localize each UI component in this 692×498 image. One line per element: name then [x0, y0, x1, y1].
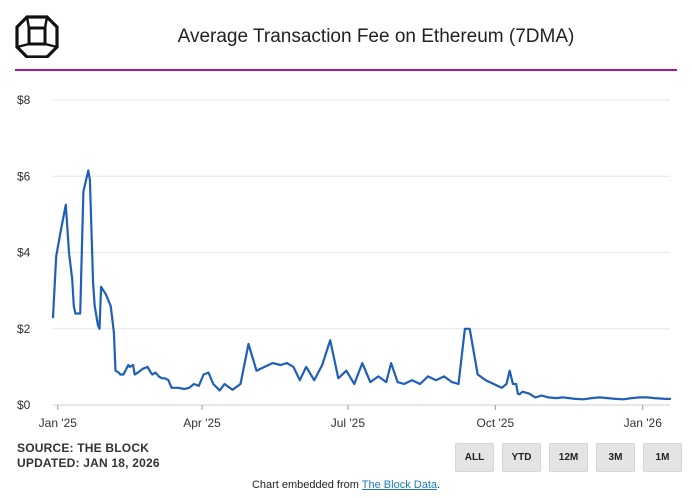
updated-text: UPDATED: JAN 18, 2026	[17, 456, 160, 470]
chart-header: Average Transaction Fee on Ethereum (7DM…	[0, 0, 692, 70]
embed-suffix: .	[437, 479, 441, 491]
y-tick-label: $6	[17, 169, 31, 183]
range-button-12m[interactable]: 12M	[549, 443, 588, 472]
the-block-cube-logo-icon[interactable]	[15, 14, 59, 58]
range-button-all[interactable]: ALL	[455, 443, 494, 472]
x-tick-label: Jan '25	[39, 416, 78, 430]
source-text: SOURCE: THE BLOCK	[17, 441, 150, 455]
time-range-selector: ALL YTD 12M 3M 1M	[455, 443, 682, 472]
x-tick-label: Oct '25	[476, 416, 514, 430]
x-tick-label: Apr '25	[183, 416, 221, 430]
chart-source-info: SOURCE: THE BLOCK UPDATED: JAN 18, 2026	[17, 441, 160, 471]
y-tick-label: $4	[17, 246, 31, 260]
range-button-3m[interactable]: 3M	[596, 443, 635, 472]
x-tick-label: Jan '26	[624, 416, 663, 430]
range-button-1m[interactable]: 1M	[643, 443, 682, 472]
header-divider	[15, 69, 677, 71]
y-tick-label: $0	[17, 398, 31, 412]
embed-prefix: Chart embedded from	[251, 479, 362, 491]
x-tick-label: Jul '25	[331, 416, 366, 430]
range-button-ytd[interactable]: YTD	[502, 443, 541, 472]
the-block-data-link[interactable]: The Block Data	[361, 479, 437, 491]
embed-note: Chart embedded from The Block Data.	[0, 479, 692, 491]
fee-series-line	[51, 169, 672, 401]
chart-title: Average Transaction Fee on Ethereum (7DM…	[177, 26, 575, 47]
y-tick-label: $2	[17, 322, 31, 336]
line-chart: $0 $2 $4 $6 $8 Jan '25 Apr '25 Jul '25 Oct '25 Ja…	[17, 93, 672, 430]
y-tick-label: $8	[17, 93, 31, 107]
